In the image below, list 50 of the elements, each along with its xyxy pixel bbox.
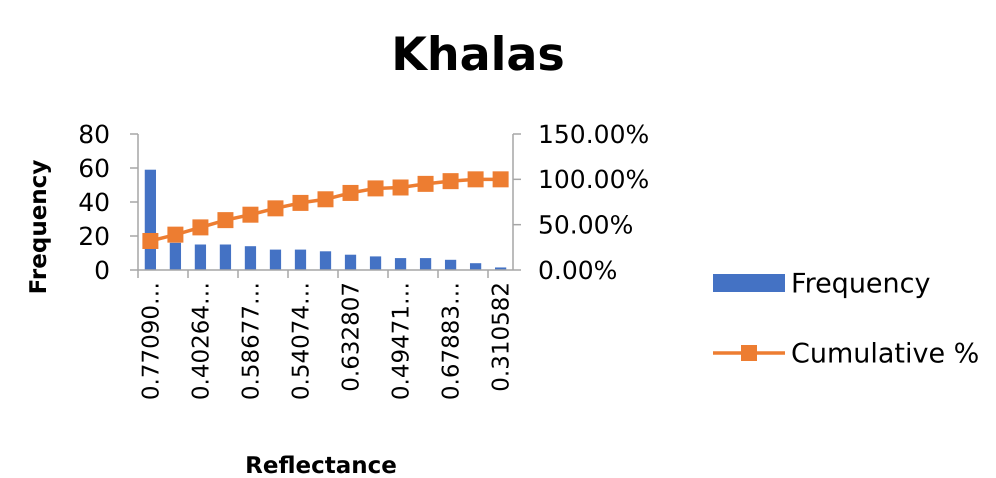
bar — [394, 258, 406, 270]
y2-tick-label: 100.00% — [538, 165, 650, 194]
point — [217, 212, 234, 228]
point — [318, 191, 334, 208]
y-tick-label: 60 — [78, 154, 110, 183]
legend-label: Cumulative % — [791, 338, 980, 370]
x-tick-label: 0.632807 — [338, 282, 365, 392]
point — [492, 171, 509, 188]
bar — [270, 250, 282, 270]
point — [192, 219, 208, 236]
point — [368, 180, 384, 196]
y-axis-title: Frequency — [26, 160, 52, 294]
x-tick-label: 0.77090… — [138, 282, 164, 400]
point — [442, 173, 459, 190]
point — [267, 200, 284, 216]
bar — [220, 244, 232, 270]
bar — [170, 242, 182, 270]
chart-title: Khalas — [391, 27, 565, 81]
y2-tick-label: 0.00% — [538, 256, 618, 285]
x-tick-label: 0.58677… — [238, 282, 264, 400]
y-tick-label: 20 — [78, 222, 110, 251]
bar — [420, 258, 432, 270]
point — [167, 226, 184, 243]
y2-tick-label: 50.00% — [538, 210, 634, 240]
y-tick-label: 0 — [94, 256, 110, 285]
x-tick-label: 0.49471… — [388, 282, 415, 400]
y-tick-label: 80 — [78, 120, 110, 149]
bar — [294, 250, 306, 270]
point — [292, 194, 308, 211]
bar — [370, 256, 382, 270]
x-axis-title: Reflectance — [245, 453, 397, 478]
bar — [320, 251, 332, 270]
point — [142, 232, 158, 249]
y-tick-label: 40 — [78, 188, 110, 217]
x-tick-label: 0.40264… — [188, 282, 214, 400]
x-tick-label: 0.310582 — [488, 282, 515, 392]
legend-label: Frequency — [791, 268, 931, 300]
point — [392, 179, 409, 196]
x-tick-label: 0.67883… — [438, 282, 465, 400]
bar — [244, 246, 256, 270]
bar — [444, 260, 456, 270]
point — [418, 176, 434, 192]
x-tick-label: 0.54074… — [288, 282, 315, 400]
point — [468, 171, 484, 188]
y2-tick-label: 150.00% — [538, 120, 650, 149]
point — [342, 184, 359, 201]
bar — [344, 254, 356, 270]
bar — [194, 244, 206, 270]
point — [242, 206, 258, 223]
bar — [470, 263, 482, 270]
